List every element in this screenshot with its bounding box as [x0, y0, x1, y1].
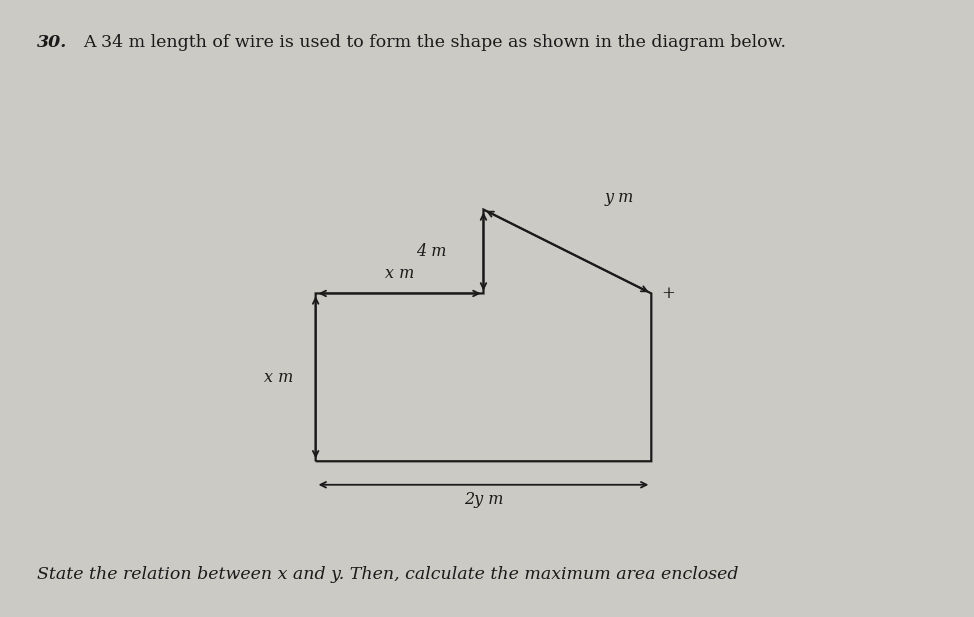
Text: 4 m: 4 m — [416, 243, 446, 260]
Text: x m: x m — [385, 265, 414, 282]
Text: +: + — [661, 285, 675, 302]
Text: 30.: 30. — [37, 34, 67, 51]
Text: A 34 m length of wire is used to form the shape as shown in the diagram below.: A 34 m length of wire is used to form th… — [83, 34, 786, 51]
Text: y m: y m — [604, 189, 633, 206]
Text: State the relation between x and y. Then, calculate the maximum area enclosed: State the relation between x and y. Then… — [37, 566, 738, 583]
Text: x m: x m — [264, 369, 293, 386]
Text: 2y m: 2y m — [464, 492, 504, 508]
